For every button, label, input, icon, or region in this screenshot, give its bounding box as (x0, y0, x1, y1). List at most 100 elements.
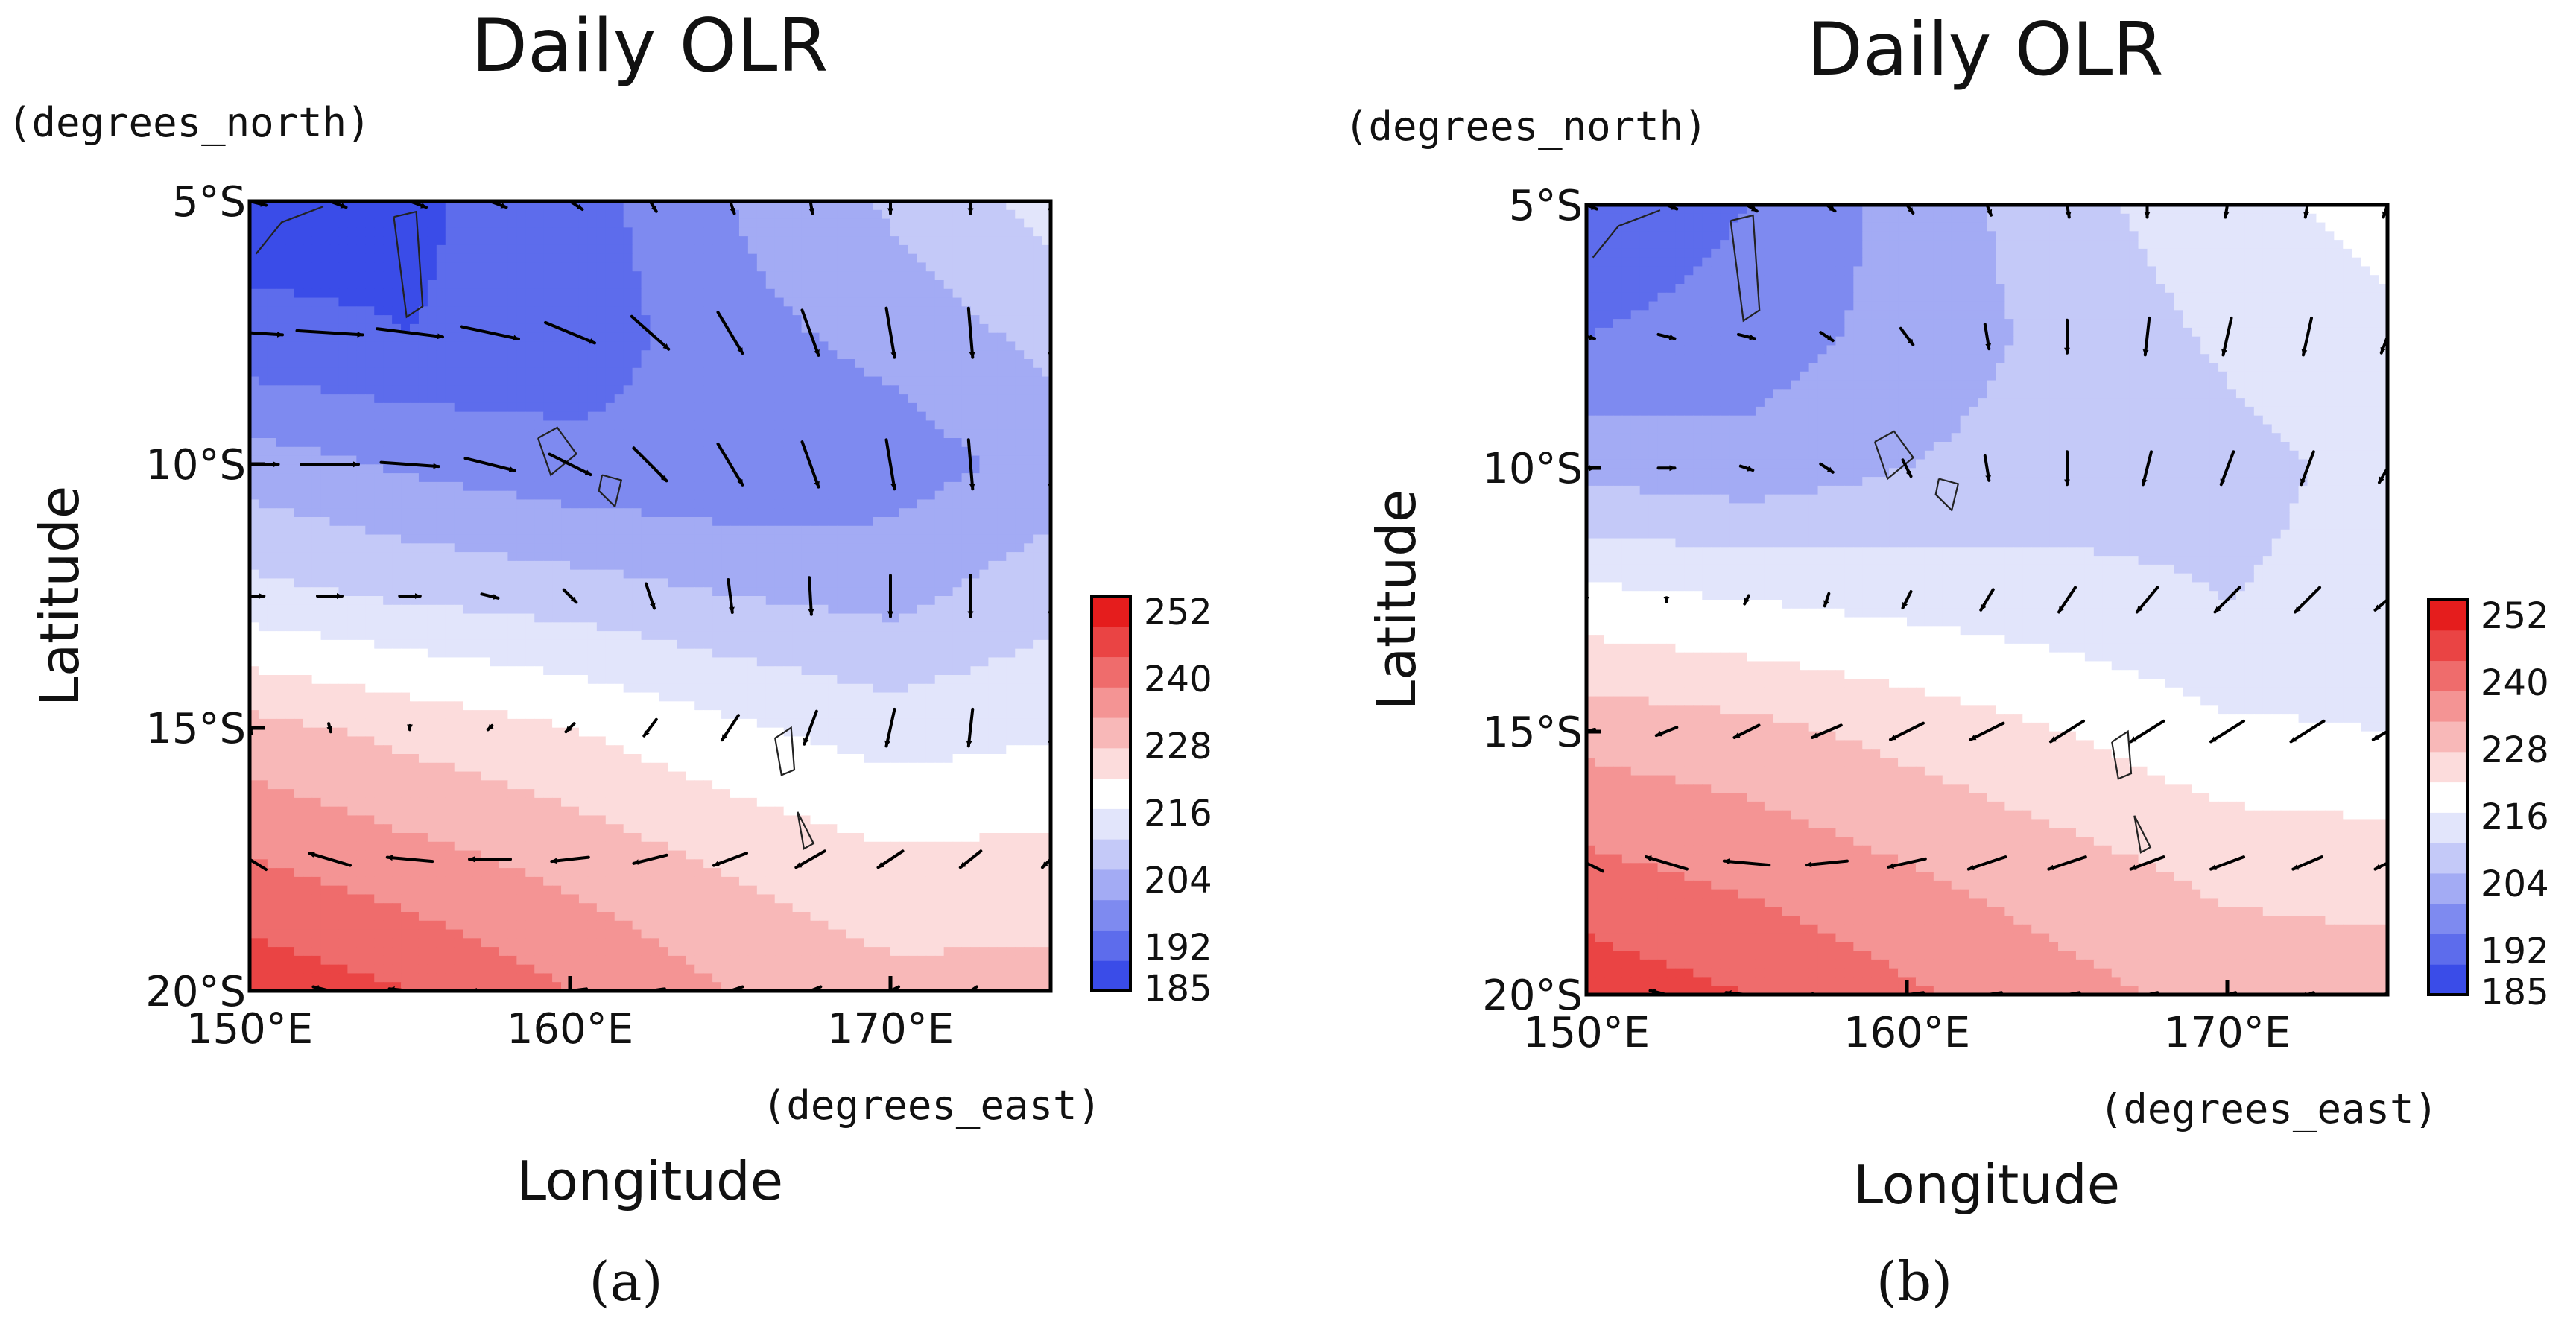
olr-cell (792, 280, 803, 290)
olr-cell (721, 604, 731, 615)
olr-cell (837, 253, 846, 264)
olr-cell (552, 367, 562, 378)
olr-cell (338, 508, 348, 518)
olr-cell (587, 587, 598, 597)
olr-cell (952, 306, 963, 316)
olr-cell (1042, 446, 1051, 457)
olr-cell (694, 525, 704, 536)
olr-cell (401, 525, 411, 536)
olr-cell (828, 525, 838, 536)
olr-cell (534, 525, 544, 536)
olr-cell (552, 534, 562, 544)
olr-cell (952, 622, 963, 632)
olr-cell (810, 552, 820, 562)
olr-cell (552, 613, 562, 623)
olr-cell (578, 508, 589, 518)
olr-cell (294, 420, 304, 430)
olr-cell (738, 490, 749, 501)
olr-cell (694, 604, 704, 615)
olr-cell (596, 367, 607, 378)
olr-cell (819, 481, 829, 492)
olr-cell (534, 315, 544, 325)
olr-cell (765, 543, 776, 553)
olr-cell (970, 464, 981, 474)
olr-cell (516, 508, 526, 518)
olr-cell (747, 648, 758, 659)
olr-cell (988, 376, 998, 386)
olr-cell (677, 455, 686, 465)
olr-cell (873, 481, 882, 492)
olr-cell (534, 385, 544, 395)
olr-cell (347, 236, 357, 246)
olr-cell (828, 578, 838, 588)
olr-cell (525, 552, 535, 562)
olr-cell (837, 359, 846, 369)
olr-cell (774, 666, 785, 676)
olr-cell (703, 411, 713, 422)
olr-cell (623, 499, 633, 509)
olr-cell (614, 411, 624, 422)
olr-cell (258, 648, 268, 659)
olr-cell (756, 639, 767, 650)
olr-cell (873, 411, 882, 422)
olr-cell (516, 613, 526, 623)
olr-cell (543, 631, 553, 641)
olr-cell (525, 244, 535, 255)
olr-cell (641, 227, 651, 237)
olr-cell (632, 385, 642, 395)
olr-cell (329, 341, 340, 351)
olr-cell (418, 481, 428, 492)
olr-cell (516, 464, 526, 474)
olr-cell (623, 280, 633, 290)
olr-cell (383, 420, 393, 430)
olr-cell (374, 499, 384, 509)
olr-cell (730, 288, 740, 299)
olr-cell (712, 569, 722, 580)
olr-cell (311, 552, 322, 562)
olr-cell (828, 341, 838, 351)
olr-cell (756, 350, 767, 360)
olr-cell (952, 569, 963, 580)
olr-cell (864, 253, 873, 264)
olr-cell (463, 385, 473, 395)
olr-cell (454, 657, 464, 667)
olr-cell (578, 481, 589, 492)
olr-cell (997, 341, 1007, 351)
olr-cell (605, 517, 615, 527)
olr-cell (578, 578, 589, 588)
olr-cell (738, 613, 749, 623)
olr-cell (970, 639, 981, 650)
olr-cell (418, 306, 428, 316)
olr-cell (338, 323, 348, 334)
olr-cell (721, 490, 731, 501)
olr-cell (311, 464, 322, 474)
olr-cell (810, 648, 820, 659)
olr-cell (401, 411, 411, 422)
olr-cell (1033, 622, 1042, 632)
olr-cell (561, 622, 571, 632)
olr-cell (596, 622, 607, 632)
olr-cell (276, 631, 286, 641)
olr-cell (258, 227, 268, 237)
olr-cell (819, 587, 829, 597)
olr-cell (570, 683, 580, 694)
chart-svg-a: Daily OLR (degrees_north) Latitude 5°S 1… (7, 4, 1212, 1313)
olr-cell (1006, 446, 1016, 457)
olr-cell (882, 420, 891, 430)
olr-cell (294, 438, 304, 448)
olr-cell (543, 306, 553, 316)
olr-cell (721, 411, 731, 422)
olr-cell (338, 227, 348, 237)
olr-cell (623, 683, 633, 694)
olr-cell (1024, 201, 1034, 211)
olr-cell (925, 315, 936, 325)
olr-cell (828, 323, 838, 334)
olr-cell (1042, 323, 1051, 334)
olr-cell (472, 639, 482, 650)
olr-cell (677, 438, 686, 448)
olr-cell (516, 578, 526, 588)
olr-cell (1015, 587, 1025, 597)
olr-cell (320, 622, 331, 632)
olr-cell (828, 376, 838, 386)
olr-cell (668, 560, 677, 571)
